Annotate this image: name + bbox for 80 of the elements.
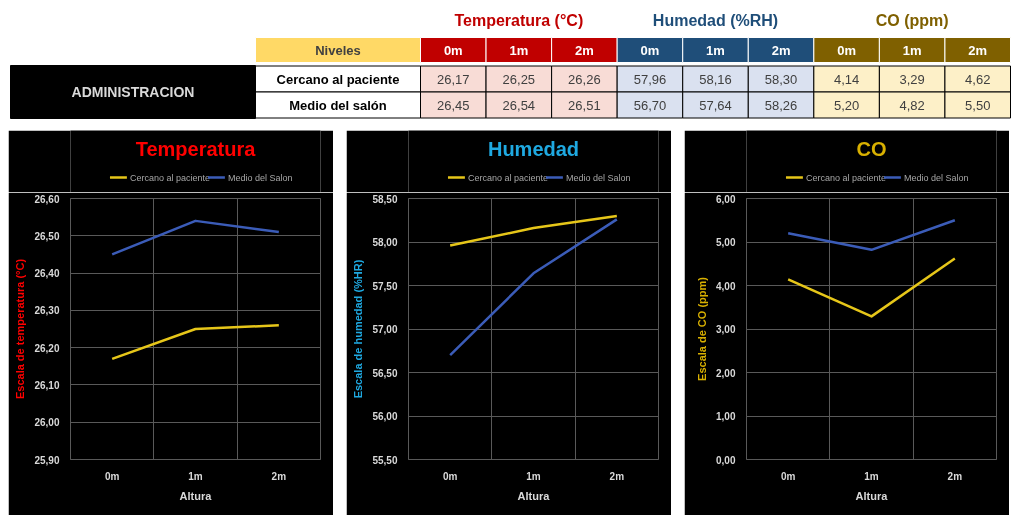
series-label: Cercano al paciente xyxy=(276,71,400,87)
legend-label: Medio del Salon xyxy=(227,172,293,183)
y-tick-label: 26,40 xyxy=(34,268,60,280)
chart-title: CO xyxy=(856,137,887,160)
legend-label: Medio del Salon xyxy=(565,172,631,183)
data-label: 3,29 xyxy=(899,71,925,87)
y-tick-label: 1,00 xyxy=(716,411,736,422)
y-tick-label: 25,90 xyxy=(34,454,60,466)
x-tick-label: 0m xyxy=(104,470,120,482)
data-label: 26,17 xyxy=(437,71,470,87)
data-label: 4,82 xyxy=(899,97,925,113)
y-tick-label: 56,00 xyxy=(372,411,398,422)
category-label: 0m xyxy=(640,42,660,58)
y-tick-label: 26,30 xyxy=(34,305,60,317)
category-label: 1m xyxy=(706,42,725,58)
category-label: 1m xyxy=(509,42,529,58)
x-tick-label: 1m xyxy=(526,470,541,482)
data-label: 57,96 xyxy=(633,71,667,87)
y-tick-label: 26,60 xyxy=(34,193,60,205)
category-label: 2m xyxy=(574,42,594,58)
data-label: 26,51 xyxy=(568,97,601,113)
y-tick-label: 3,00 xyxy=(716,324,736,335)
data-label: 4,14 xyxy=(833,71,860,87)
y-tick-label: 57,50 xyxy=(372,280,398,292)
text: CO (ppm) xyxy=(875,12,949,29)
x-tick-label: 2m xyxy=(609,470,625,482)
y-tick-label: 58,00 xyxy=(372,237,398,248)
y-tick-label: 56,50 xyxy=(372,367,398,379)
legend-label: Cercano al paciente xyxy=(129,172,211,183)
data-label: 26,26 xyxy=(568,71,601,87)
y-tick-label: 6,00 xyxy=(716,193,736,205)
chart-title: Temperatura xyxy=(135,137,257,160)
category-label: 2m xyxy=(771,42,791,58)
data-label: 57,64 xyxy=(699,97,732,113)
y-tick-label: 26,00 xyxy=(34,417,60,429)
y-tick-label: 55,50 xyxy=(372,454,398,466)
legend-label: Cercano al paciente xyxy=(467,172,549,183)
text: Humedad (%RH) xyxy=(652,12,779,29)
y-tick-label: 26,20 xyxy=(34,342,60,354)
data-label: 26,54 xyxy=(502,97,536,113)
x-tick-label: 1m xyxy=(188,470,203,482)
y-tick-label: 0,00 xyxy=(716,454,736,466)
data-label: 5,50 xyxy=(965,97,991,113)
y-tick-label: 26,10 xyxy=(34,379,60,391)
data-label: 58,16 xyxy=(699,71,732,87)
category-label: 2m xyxy=(968,42,988,58)
text: Niveles xyxy=(315,42,361,58)
category-label: 1m xyxy=(902,42,922,58)
data-label: 26,25 xyxy=(502,71,536,87)
y-tick-label: 58,50 xyxy=(372,193,398,205)
y-tick-label: 5,00 xyxy=(716,237,736,248)
data-label: 56,70 xyxy=(633,97,667,113)
chart-title: Humedad xyxy=(487,137,580,160)
x-axis-title: Altura xyxy=(179,489,213,502)
data-label: 26,45 xyxy=(437,97,470,113)
x-tick-label: 2m xyxy=(271,470,287,482)
x-tick-label: 0m xyxy=(442,470,458,482)
text: Temperatura (°C) xyxy=(454,12,584,29)
y-axis-title: Escala de CO (ppm) xyxy=(696,276,709,381)
y-tick-label: 57,00 xyxy=(372,324,398,335)
legend-label: Cercano al paciente xyxy=(805,172,887,183)
y-tick-label: 26,50 xyxy=(34,230,60,242)
data-label: 5,20 xyxy=(833,97,860,113)
x-axis-title: Altura xyxy=(855,489,889,502)
data-label: 58,30 xyxy=(764,71,798,87)
y-axis-title: Escala de humedad (%HR) xyxy=(352,259,365,399)
text: ADMINISTRACION xyxy=(71,84,195,100)
data-label: 58,26 xyxy=(764,97,798,113)
y-axis-title: Escala de temperatura (°C) xyxy=(14,258,27,400)
x-axis-title: Altura xyxy=(517,489,551,502)
x-tick-label: 0m xyxy=(780,470,796,482)
legend-label: Medio del Salon xyxy=(903,172,969,183)
y-tick-label: 4,00 xyxy=(716,280,736,292)
category-label: 0m xyxy=(443,42,463,58)
text: Medio del salón xyxy=(289,97,387,113)
x-tick-label: 2m xyxy=(947,470,963,482)
category-label: 0m xyxy=(837,42,857,58)
x-tick-label: 1m xyxy=(864,470,879,482)
data-label: 4,62 xyxy=(965,71,991,87)
y-tick-label: 2,00 xyxy=(716,367,736,379)
